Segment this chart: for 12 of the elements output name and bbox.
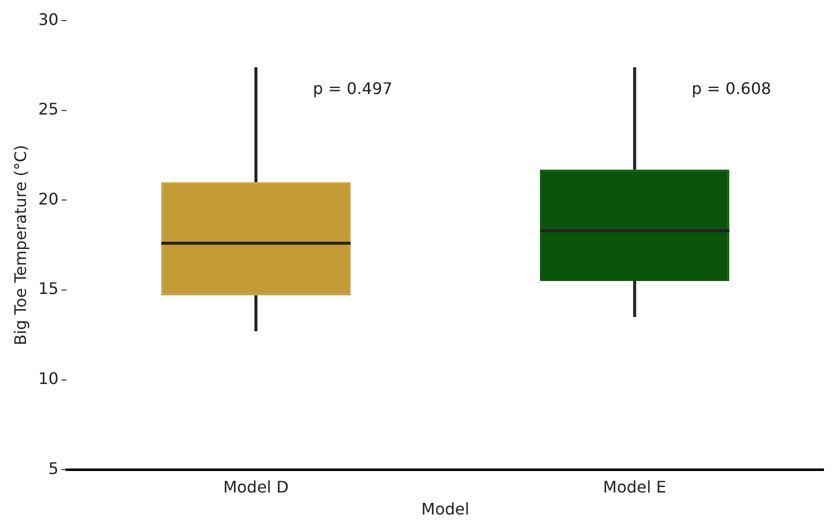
y-tick-label: 30	[38, 10, 59, 29]
y-tick-label: 10	[38, 368, 59, 388]
x-axis-title: Model	[421, 500, 470, 519]
y-tick-label: 25	[38, 100, 59, 119]
y-tick-label: 15	[38, 279, 59, 298]
x-tick-label: Model E	[603, 477, 666, 496]
y-axis-title: Big Toe Temperature (°C)	[10, 144, 30, 346]
annotation: p = 0.497	[312, 78, 392, 98]
y-tick-label: 20	[38, 189, 59, 208]
y-tick-label: 5	[48, 458, 59, 478]
annotation: p = 0.608	[692, 78, 772, 98]
x-tick-label: Model D	[223, 477, 289, 496]
